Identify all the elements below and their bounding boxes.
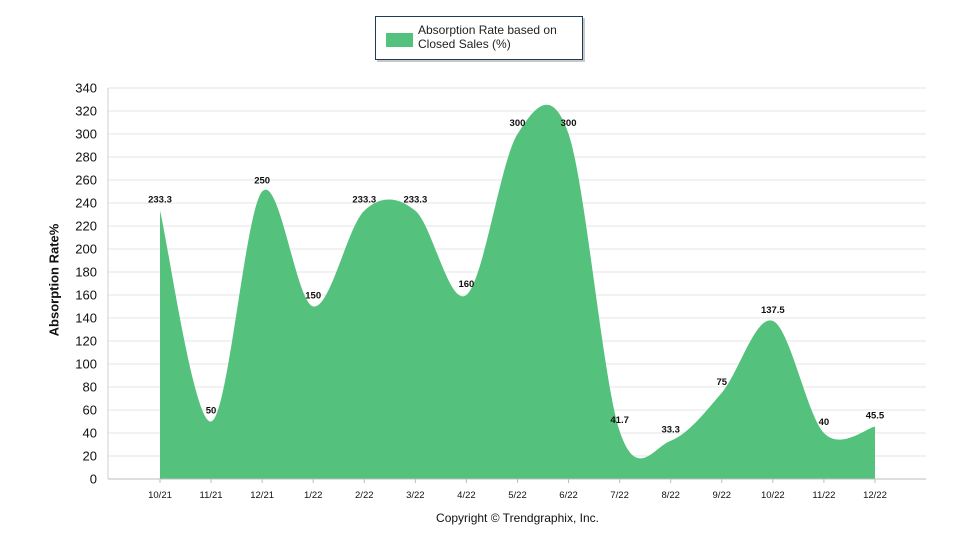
legend: Absorption Rate based on Closed Sales (%… [375,16,583,60]
y-tick-label: 60 [83,403,97,418]
x-tick-label: 7/22 [610,490,629,501]
x-tick-label: 1/22 [304,490,323,501]
x-tick-label: 11/22 [812,490,835,501]
x-tick-label: 8/22 [661,490,680,501]
x-tick-label: 10/22 [761,490,785,501]
y-tick-label: 280 [75,150,97,165]
x-tick-label: 2/22 [355,490,374,501]
data-label: 233.3 [148,195,172,206]
y-tick-label: 220 [75,219,97,234]
y-tick-label: 140 [75,311,97,326]
series-area [159,104,876,479]
data-label: 137.5 [761,305,785,316]
y-tick-label: 0 [90,472,97,487]
x-tick-label: 9/22 [713,490,732,501]
y-tick-label: 240 [75,196,97,211]
y-tick-label: 160 [75,288,97,303]
axes: 0 20 40 60 80 100 120 140 160 180 200 220 240 260 280 3… [75,81,926,501]
x-tick-label: 4/22 [457,490,476,501]
y-tick-label: 80 [83,380,97,395]
data-label: 45.5 [866,411,885,422]
x-tick-label: 5/22 [508,490,527,501]
data-label: 160 [458,279,474,290]
y-tick-label: 300 [75,127,97,142]
data-label: 40 [819,417,830,428]
y-tick-label: 200 [75,242,97,257]
y-tick-label: 340 [75,81,97,96]
y-axis-title: Absorption Rate% [46,223,62,337]
series-area-fill [160,104,875,479]
data-label: 233.3 [352,195,376,206]
x-tick-label: 12/22 [863,490,887,501]
x-tick-label: 12/21 [250,490,274,501]
x-tick-label: 3/22 [406,490,425,501]
data-label: 300 [510,118,526,129]
data-label: 75 [716,377,727,388]
y-tick-label: 180 [75,265,97,280]
y-tick-label: 260 [75,173,97,188]
y-tick-label: 120 [75,334,97,349]
data-label: 233.3 [403,195,427,206]
data-label: 300 [561,118,577,129]
x-tick-label: 10/21 [148,490,172,501]
data-labels: 233.3 50 250 150 233.3 233.3 160 300 300 41.7 33.3… [148,118,885,436]
y-tick-label: 20 [83,449,97,464]
x-tick-label: 11/21 [200,490,223,501]
data-label: 50 [206,406,217,417]
x-tick-label: 6/22 [559,490,578,501]
y-tick-label: 40 [83,426,97,441]
data-label: 33.3 [661,425,680,436]
data-label: 41.7 [610,415,629,426]
data-label: 150 [305,291,321,302]
legend-swatch [386,33,413,47]
copyright-footer: Copyright © Trendgraphix, Inc. [436,511,599,525]
data-label: 250 [254,176,270,187]
y-tick-label: 320 [75,104,97,119]
legend-label: Absorption Rate based on Closed Sales (%… [418,23,557,51]
y-tick-label: 100 [75,357,97,372]
